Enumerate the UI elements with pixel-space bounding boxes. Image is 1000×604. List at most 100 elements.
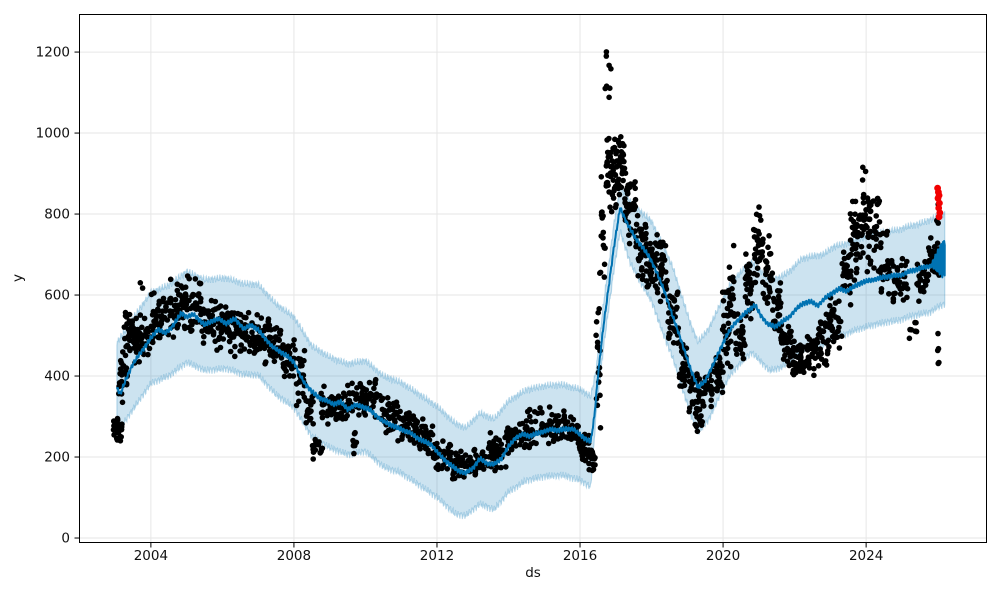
- actual-point: [598, 174, 605, 180]
- actual-point: [638, 233, 644, 240]
- actual-point: [117, 357, 124, 364]
- actual-point: [670, 340, 677, 346]
- actual-point: [871, 265, 877, 271]
- actual-point: [715, 381, 721, 387]
- y-tick-label: 0: [61, 531, 70, 547]
- y-tick-label: 1200: [36, 45, 70, 61]
- actual-point: [777, 288, 783, 294]
- actual-point: [633, 221, 640, 228]
- actual-point: [760, 236, 766, 242]
- actual-point: [806, 336, 813, 342]
- actual-point: [210, 332, 217, 338]
- actual-point: [151, 290, 157, 296]
- forecast-line-path: [115, 207, 946, 476]
- actual-point: [739, 324, 746, 330]
- actual-point: [737, 344, 743, 351]
- actual-point: [113, 435, 120, 442]
- actual-point: [285, 347, 291, 354]
- actual-point: [912, 328, 918, 335]
- actual-point: [746, 269, 753, 275]
- actual-point: [916, 273, 922, 279]
- actual-point: [852, 198, 859, 205]
- actual-point: [642, 221, 649, 228]
- actual-point: [490, 445, 497, 451]
- actual-point: [724, 340, 731, 346]
- actual-point: [728, 292, 734, 298]
- actual-point: [934, 240, 941, 246]
- actual-point: [242, 335, 248, 341]
- actual-point: [850, 231, 857, 237]
- actual-point: [643, 278, 650, 284]
- actual-point: [622, 170, 629, 176]
- actual-point: [632, 196, 639, 203]
- actual-point: [626, 240, 633, 247]
- actual-point: [156, 301, 162, 308]
- actual-point: [116, 380, 123, 386]
- actual-point: [604, 159, 611, 166]
- actual-point: [247, 339, 253, 346]
- actual-point: [612, 204, 619, 211]
- actual-point: [714, 368, 720, 375]
- actual-point: [575, 440, 582, 447]
- actual-point: [141, 315, 148, 322]
- actual-point: [617, 142, 623, 149]
- actual-point: [336, 415, 342, 421]
- actual-point: [513, 443, 519, 449]
- actual-point: [237, 328, 243, 335]
- actual-point: [319, 414, 326, 421]
- actual-point: [586, 447, 592, 453]
- actual-point: [602, 85, 608, 92]
- actual-point: [854, 241, 860, 248]
- forecast-line: [115, 207, 946, 476]
- actual-point: [859, 231, 865, 237]
- actual-point: [440, 438, 446, 444]
- actual-point: [127, 347, 133, 354]
- actual-point: [620, 150, 626, 157]
- actual-point: [787, 354, 794, 360]
- actual-point: [353, 396, 359, 403]
- actual-point: [621, 158, 627, 165]
- actual-point: [753, 211, 760, 218]
- actual-point: [928, 235, 934, 241]
- actual-point: [139, 324, 145, 331]
- actual-point: [253, 340, 259, 346]
- actual-point: [630, 181, 637, 188]
- actual-point: [694, 428, 701, 435]
- actual-point: [866, 231, 872, 237]
- actual-point: [757, 254, 764, 261]
- actual-point: [122, 309, 129, 316]
- actual-point: [280, 361, 287, 367]
- actual-point: [137, 312, 144, 318]
- actual-point: [473, 452, 479, 458]
- actual-point: [743, 251, 749, 257]
- actual-point: [726, 300, 733, 306]
- actual-point: [793, 364, 799, 371]
- actual-point: [847, 237, 854, 243]
- actual-point: [310, 456, 317, 462]
- actual-point: [385, 402, 392, 408]
- actual-point: [429, 423, 436, 430]
- actual-point: [197, 280, 204, 287]
- actual-point: [834, 328, 841, 335]
- actual-point: [845, 254, 852, 261]
- y-tick-label: 600: [44, 288, 70, 304]
- actual-point: [278, 355, 285, 361]
- actual-point: [254, 312, 260, 318]
- actual-point: [915, 282, 921, 288]
- actual-point: [345, 382, 351, 389]
- actual-point: [782, 352, 788, 359]
- actual-point: [710, 386, 717, 393]
- x-tick-label: 2020: [706, 548, 740, 564]
- x-axis-label: ds: [525, 565, 541, 581]
- actual-point: [153, 313, 159, 319]
- actual-point: [301, 347, 308, 354]
- actual-point: [653, 251, 660, 257]
- actual-point: [272, 334, 279, 340]
- actual-point: [310, 421, 317, 427]
- actual-point: [292, 347, 298, 353]
- actual-point: [639, 252, 645, 258]
- actual-point: [739, 330, 746, 337]
- actual-point: [734, 351, 740, 358]
